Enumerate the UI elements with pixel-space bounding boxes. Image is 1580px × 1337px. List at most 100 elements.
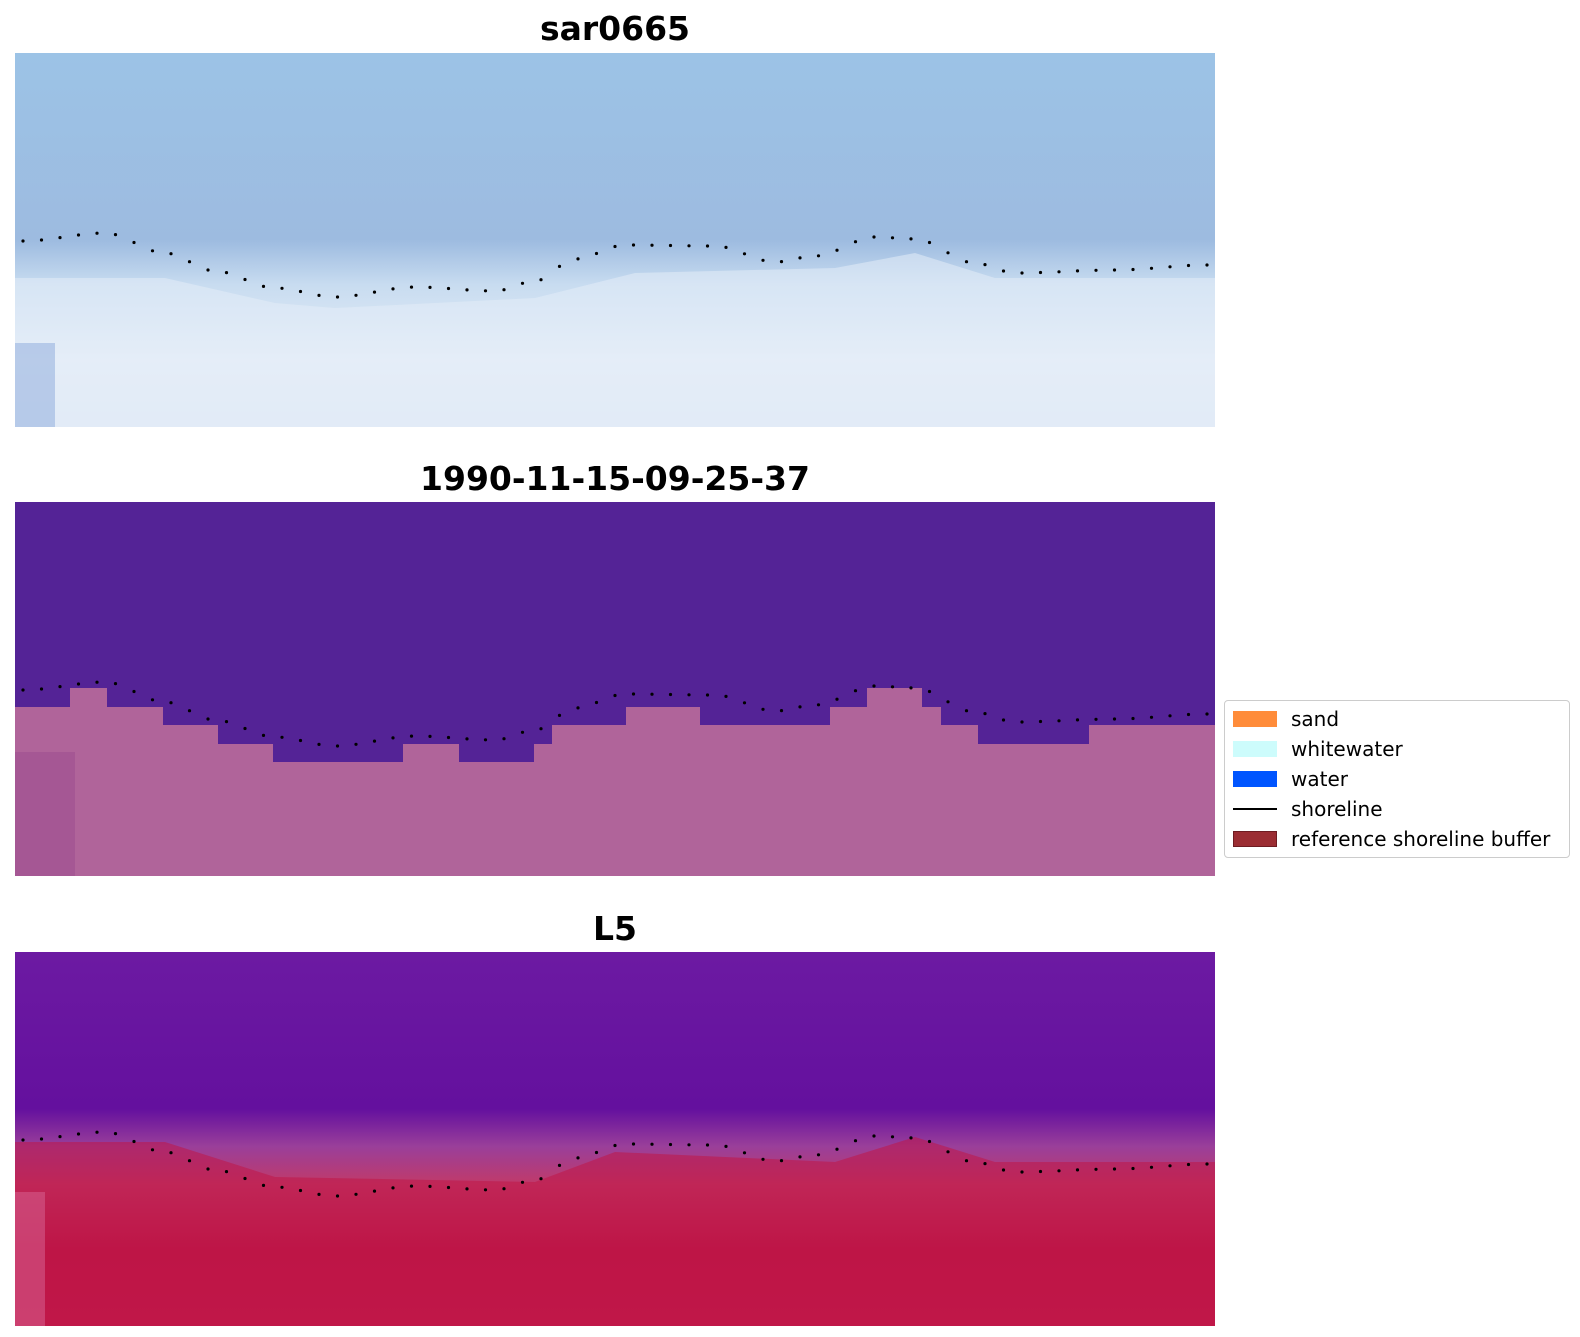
shoreline-dot (502, 288, 506, 292)
shoreline-dot (169, 701, 173, 705)
shoreline-dot (465, 288, 469, 292)
legend-label-whitewater: whitewater (1291, 737, 1403, 761)
legend-label-sand: sand (1291, 707, 1340, 731)
shoreline-dot (1020, 271, 1024, 275)
shoreline-dot (1149, 1165, 1154, 1169)
shoreline-dot (539, 278, 543, 282)
shoreline-dot (409, 1184, 414, 1188)
shoreline-dot (372, 1189, 377, 1193)
shoreline-dot (946, 700, 950, 704)
shoreline-dot (557, 1163, 562, 1167)
shoreline-dot (705, 244, 710, 248)
shoreline-dot (520, 281, 525, 285)
shoreline-dot (798, 256, 802, 260)
shoreline-dot (1149, 715, 1154, 719)
shoreline-dot (983, 263, 987, 267)
shoreline-dot (1168, 265, 1172, 269)
l5-image-panel (15, 952, 1215, 1326)
l5-land-region (15, 1137, 1215, 1326)
shoreline-dot (113, 682, 118, 686)
shoreline-dot (391, 736, 395, 740)
shoreline-dot (446, 735, 451, 740)
shoreline-dot (1094, 1167, 1098, 1171)
shoreline-dot (1205, 712, 1209, 716)
shoreline-dot (1094, 717, 1098, 721)
shoreline-dot (1168, 714, 1172, 718)
legend-item-water: water (1233, 766, 1563, 792)
legend-item-whitewater: whitewater (1233, 736, 1563, 762)
shoreline-dot (483, 1188, 488, 1192)
shoreline-dot (613, 693, 617, 698)
shoreline-dot (613, 1143, 617, 1148)
shoreline-dot (1038, 719, 1043, 724)
shoreline-dot (650, 692, 654, 696)
panel-title-satellite: L5 (593, 909, 637, 948)
shoreline-dot (705, 693, 710, 697)
shoreline-dot (724, 1144, 728, 1148)
shoreline-dot (21, 1138, 25, 1142)
shoreline-dot (1168, 1164, 1172, 1168)
shoreline-dot (465, 1187, 469, 1191)
shoreline-dot (132, 1139, 136, 1144)
legend-label-water: water (1291, 767, 1348, 791)
shoreline-dot (594, 700, 599, 705)
shoreline-dot (1001, 1168, 1006, 1172)
shoreline-dot (76, 1132, 81, 1136)
shoreline-dot (1186, 1162, 1191, 1167)
shoreline-dot (1131, 1166, 1135, 1171)
shoreline-dot (150, 698, 155, 702)
shoreline-dot (816, 254, 821, 258)
shoreline-dot (428, 285, 432, 289)
shoreline-dot (1075, 269, 1080, 273)
shoreline-dot (1112, 717, 1117, 721)
shoreline-dot (76, 233, 81, 237)
shoreline-dot (317, 742, 321, 746)
shoreline-dot (187, 260, 192, 264)
shoreline-dot (317, 293, 321, 297)
sar-corner-patch (15, 343, 55, 427)
shoreline-dot (1186, 263, 1191, 268)
shoreline-dot (927, 689, 932, 694)
shoreline-dot (335, 744, 340, 748)
shoreline-dot (76, 682, 81, 686)
shoreline-dot (465, 737, 469, 741)
shoreline-dot (779, 260, 784, 264)
shoreline-dot (816, 1153, 821, 1157)
shoreline-dot (298, 1188, 303, 1193)
shoreline-dot (150, 249, 155, 253)
shoreline-dot (576, 1156, 580, 1160)
shoreline-dot (446, 286, 451, 291)
sar-land-region (15, 253, 1215, 427)
shoreline-dot (576, 706, 580, 710)
shoreline-dot (779, 709, 784, 713)
shoreline-dot (1112, 268, 1117, 272)
shoreline-dot (21, 239, 25, 243)
shoreline-dot (280, 286, 284, 290)
shoreline-dot (39, 238, 44, 242)
shoreline-dot (890, 685, 895, 689)
shoreline-dot (132, 240, 136, 245)
shoreline-dot (613, 244, 617, 249)
shoreline-dot (724, 245, 728, 249)
shoreline-dot (946, 1150, 950, 1154)
shoreline-dot (1001, 269, 1006, 273)
shoreline-dot (335, 295, 340, 299)
shoreline-dot (890, 1135, 895, 1139)
shoreline-dot (668, 692, 673, 697)
shoreline-dot (372, 739, 377, 743)
shoreline-dot (243, 277, 247, 282)
shoreline-dot (150, 1148, 155, 1152)
shoreline-dot (650, 243, 654, 247)
shoreline-dot (113, 1132, 118, 1136)
shoreline-dot (39, 687, 44, 691)
shoreline-dot (187, 1159, 192, 1163)
shoreline-dot (39, 1137, 44, 1141)
shoreline-dot (835, 248, 839, 252)
shoreline-dot (280, 1185, 284, 1189)
shoreline-dot (668, 1142, 673, 1147)
shoreline-dot (298, 289, 303, 294)
shoreline-dot (816, 703, 821, 707)
legend-item-buffer: reference shoreline buffer (1233, 826, 1563, 852)
shoreline-dot (687, 244, 691, 248)
shoreline-dot (95, 1130, 99, 1134)
